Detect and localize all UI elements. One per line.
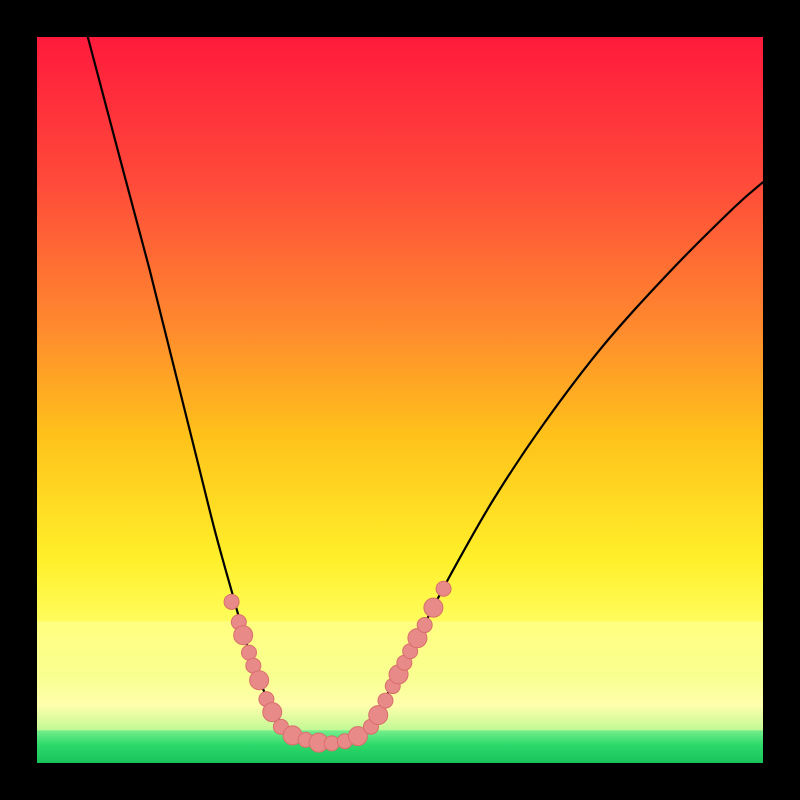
- curve-marker: [378, 693, 393, 708]
- curve-marker: [250, 671, 269, 690]
- chart-stage: TheBottleneck.com: [0, 0, 800, 800]
- curve-marker: [417, 618, 432, 633]
- chart-svg: [0, 0, 800, 800]
- curve-marker: [324, 736, 339, 751]
- curve-marker: [424, 598, 443, 617]
- curve-marker: [263, 703, 282, 722]
- curve-marker: [234, 626, 253, 645]
- curve-marker: [436, 581, 451, 596]
- curve-marker: [224, 594, 239, 609]
